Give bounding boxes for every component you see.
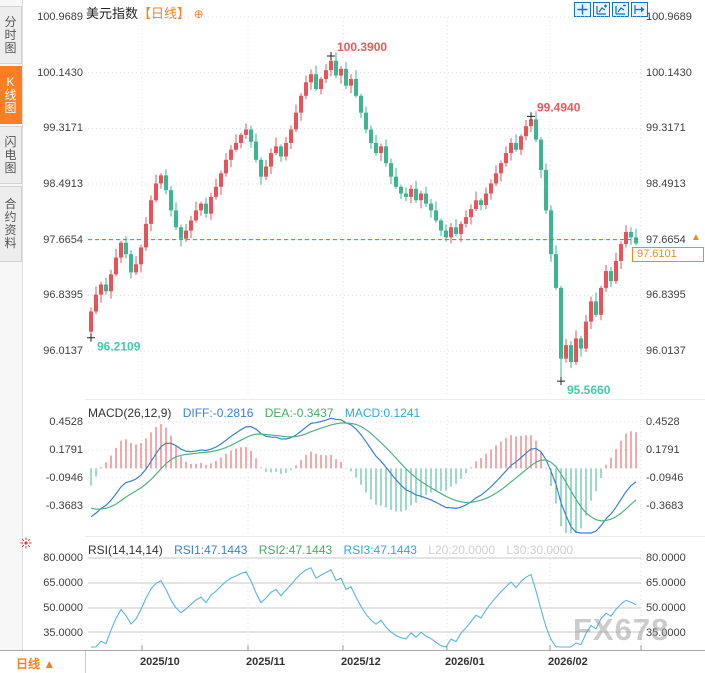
macd-name: MACD(26,12,9) <box>88 406 172 420</box>
svg-text:99.4940: 99.4940 <box>537 100 581 114</box>
macd-y-axis-label: 0.1791 <box>646 444 680 456</box>
sidebar-tab-time-chart[interactable]: 分时图 <box>0 6 22 64</box>
date-axis-label: 2026/01 <box>445 656 485 668</box>
main-y-axis-label: 96.0137 <box>646 345 686 357</box>
sidebar-tab-label: 合约资料 <box>4 197 17 250</box>
main-y-axis-label: 97.6654 <box>43 233 83 246</box>
rsi-y-axis-label: 50.0000 <box>43 602 83 614</box>
sidebar: 分时图 K线图 闪电图 合约资料 <box>0 0 23 650</box>
macd-y-axis-label: -0.0946 <box>45 472 83 484</box>
main-y-axis-label: 98.4913 <box>646 178 686 190</box>
rsi-l30-value: L30:30.0000 <box>506 543 574 557</box>
period-selector[interactable]: 日线 ▲ <box>16 655 55 672</box>
main-y-axis-label: 100.9689 <box>646 11 692 23</box>
macd-y-axis-label: 0.1791 <box>49 444 83 456</box>
rsi-y-axis-label: 50.0000 <box>646 602 686 614</box>
main-y-axis-label: 100.1430 <box>37 66 83 79</box>
rsi-y-axis-label: 35.0000 <box>646 627 686 639</box>
watermark: FX678 <box>573 612 670 647</box>
date-axis-label: 2025/10 <box>140 656 180 668</box>
rsi-y-axis-label: 80.0000 <box>646 552 686 564</box>
main-y-axis-label: 96.8395 <box>646 289 686 302</box>
date-axis-label: 2025/12 <box>341 656 381 668</box>
macd-y-axis-label: -0.3683 <box>646 500 684 512</box>
add-indicator-icon[interactable]: ⊕ <box>193 7 204 21</box>
diff-line <box>90 417 637 534</box>
dea-line <box>90 422 637 522</box>
svg-text:100.3900: 100.3900 <box>337 40 387 54</box>
sidebar-tab-label: K线图 <box>4 74 17 115</box>
price-up-arrow-icon: ▲ <box>691 232 701 243</box>
period-selector-label: 日线 <box>16 657 41 671</box>
main-y-axis-label: 99.3171 <box>43 122 83 135</box>
rsi-l20-value: L20:20.0000 <box>428 543 495 557</box>
sidebar-tab-label: 闪电图 <box>4 134 17 175</box>
rsi-header: RSI(14,14,14) RSI1:47.1443 RSI2:47.1443 … <box>88 543 573 557</box>
main-y-axis-label: 100.9689 <box>37 11 83 23</box>
rsi-y-axis-label: 65.0000 <box>646 577 686 589</box>
macd-diff-value: DIFF:-0.2816 <box>182 406 254 420</box>
instrument-name: 美元指数 <box>86 6 139 21</box>
rsi-name: RSI(14,14,14) <box>88 543 163 557</box>
divider <box>85 651 86 673</box>
last-price-badge: 97.6101 <box>632 247 704 262</box>
rsi3-value: RSI3:47.1443 <box>343 543 417 557</box>
sidebar-tab-contract-info[interactable]: 合约资料 <box>0 186 22 262</box>
gridlines <box>85 16 705 650</box>
period-selector-arrow: ▲ <box>43 657 56 671</box>
main-y-axis-label: 96.8395 <box>43 289 83 302</box>
svg-text:95.5660: 95.5660 <box>567 383 611 397</box>
macd-header: MACD(26,12,9) DIFF:-0.2816 DEA:-0.3437 M… <box>88 406 420 420</box>
macd-y-axis-label: -0.3683 <box>45 500 83 512</box>
rsi2-value: RSI2:47.1443 <box>258 543 333 557</box>
macd-y-axis-label: 0.4528 <box>49 416 83 428</box>
main-y-axis-label: 99.3171 <box>646 122 686 135</box>
sidebar-tab-label: 分时图 <box>4 14 17 55</box>
chart-toolbar <box>574 2 648 17</box>
period-tag: 【日线】 <box>138 6 191 21</box>
svg-text:96.2109: 96.2109 <box>97 340 141 354</box>
macd-y-axis-label: -0.0946 <box>646 472 684 484</box>
candlestick-series <box>89 52 638 382</box>
chart-title: 美元指数【日线】 ⊕ <box>86 3 204 22</box>
crosshair-icon[interactable] <box>574 2 591 17</box>
macd-dea-value: DEA:-0.3437 <box>264 406 334 420</box>
macd-macd-value: MACD:0.1241 <box>344 406 421 420</box>
sidebar-tab-lightning-chart[interactable]: 闪电图 <box>0 126 22 184</box>
main-y-axis-label: 96.0137 <box>43 345 83 357</box>
pan-right-icon[interactable] <box>631 2 648 17</box>
rsi-y-axis-label: 65.0000 <box>43 577 83 589</box>
indicator-settings-icon[interactable] <box>20 536 32 554</box>
date-axis-label: 2026/02 <box>548 656 588 668</box>
time-axis-bar: 日线 ▲ 2025/10 2025/11 2025/12 2026/01 2026/02 <box>0 650 705 673</box>
macd-y-axis-label: 0.4528 <box>646 416 680 428</box>
main-y-axis-label: 98.4913 <box>43 178 83 190</box>
rsi-y-axis-label: 35.0000 <box>43 627 83 639</box>
main-y-axis-label: 97.6654 <box>646 233 686 246</box>
rsi-line <box>91 567 637 648</box>
main-y-axis-label: 100.1430 <box>646 66 692 79</box>
zoom-in-icon[interactable] <box>593 2 610 17</box>
price-annotations: 100.3900 99.4940 96.2109 95.5660 <box>87 40 611 397</box>
rsi1-value: RSI1:47.1443 <box>174 543 248 557</box>
sidebar-tab-kline-chart[interactable]: K线图 <box>0 66 22 124</box>
date-axis-label: 2025/11 <box>246 656 286 668</box>
rsi-y-axis-label: 80.0000 <box>43 552 83 564</box>
macd-histogram <box>90 424 637 533</box>
